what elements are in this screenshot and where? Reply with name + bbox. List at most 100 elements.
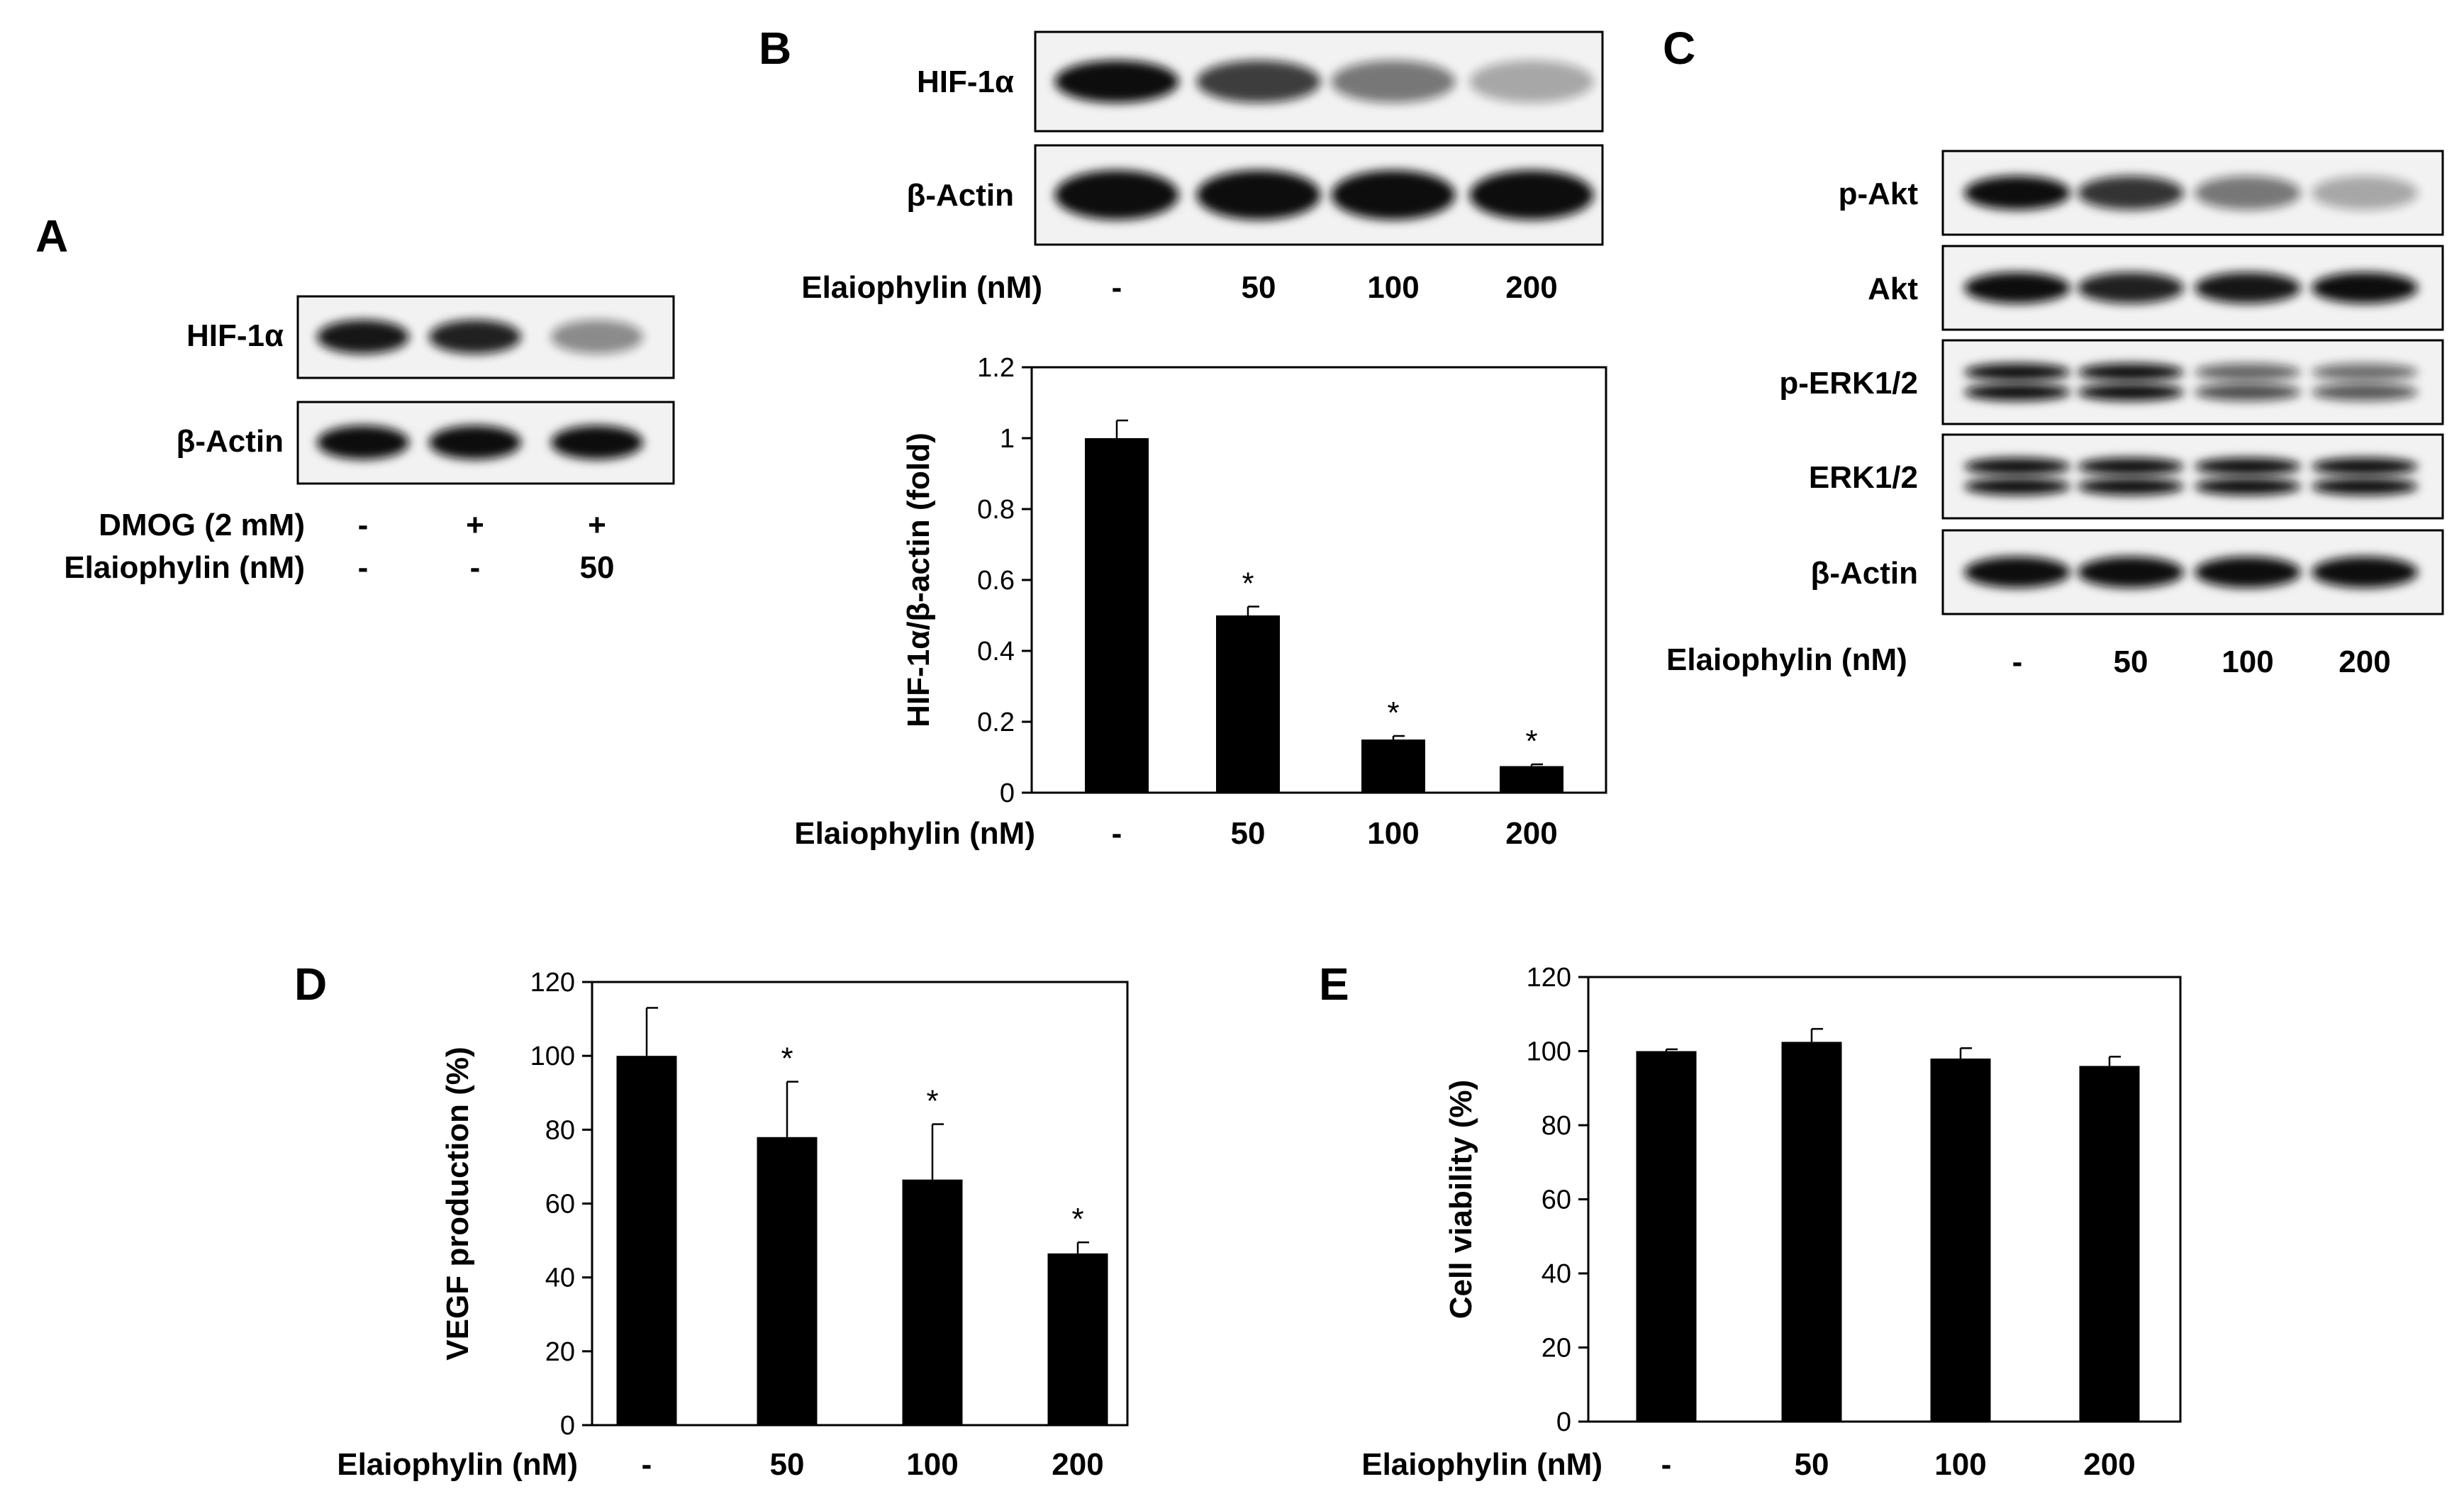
blot-band: [2078, 363, 2184, 381]
treatment-a-elaio-lane-2: -: [470, 550, 481, 585]
blot-c-actin-bands: [1964, 557, 2418, 588]
treatment-a-dmog-label: DMOG (2 mM): [99, 508, 305, 542]
blot-a-actin-label: β-Actin: [176, 424, 284, 459]
x-axis-label: Elaiophylin (nM): [337, 1447, 578, 1482]
blot-a-hif-bands: [317, 320, 643, 354]
blot-band: [551, 320, 643, 354]
y-tick-label: 40: [545, 1263, 575, 1293]
blot-a-hif-label: HIF-1α: [186, 318, 284, 353]
significance-marker: *: [1525, 724, 1537, 759]
chart-e-cell-viability: 0 20 40 60 80 100 120 - 50 100 200 Elaiophylin (nM)…: [1361, 963, 2182, 1482]
bar: [1216, 615, 1280, 793]
panel-letter-b: B: [759, 23, 791, 74]
y-tick-label: 0.8: [977, 495, 1015, 525]
y-axis-label: Cell viability (%): [1444, 1080, 1478, 1319]
x-category-label: 200: [1052, 1447, 1103, 1482]
treatment-a-dmog-lane-3: +: [588, 508, 606, 542]
blot-c-erk-frame: [1941, 433, 2444, 520]
treatment-a-elaio-lane-3: 50: [580, 550, 615, 585]
blot-band: [2195, 383, 2301, 401]
blot-band: [2078, 457, 2184, 476]
y-tick-label: 0.6: [977, 566, 1015, 596]
blot-b-treatment-label: Elaiophylin (nM): [801, 270, 1042, 305]
x-category-label: -: [1661, 1447, 1672, 1482]
blot-band: [551, 425, 643, 459]
y-axis-label: VEGF production (%): [440, 1047, 475, 1360]
blot-band: [2195, 363, 2301, 381]
blot-band: [1964, 363, 2070, 381]
blot-band: [1196, 170, 1321, 220]
blot-band: [429, 320, 521, 354]
blot-b-hif-bands: [1054, 60, 1594, 103]
blot-c-lane-2: 50: [2114, 645, 2148, 679]
y-tick-label: 40: [1542, 1259, 1571, 1289]
blot-band: [1054, 60, 1179, 103]
blot-band: [2195, 176, 2301, 210]
blot-c-akt-label: Akt: [1868, 272, 1918, 306]
x-category-label: 200: [1505, 816, 1557, 851]
treatment-a-dmog-lane-1: -: [358, 508, 369, 542]
bar: [1085, 438, 1149, 793]
y-tick-label: 120: [1527, 963, 1571, 993]
x-category-label: 50: [770, 1447, 805, 1482]
blot-c-perk-label: p-ERK1/2: [1779, 366, 1918, 401]
panel-b-blot: HIF-1α β-Actin Elaiophylin (nM) - 50 100…: [801, 30, 1604, 305]
panel-a-blot: HIF-1α β-Actin DMOG (2 mM) - + + Elaioph…: [64, 295, 675, 585]
chart-b-hif-quantification: 0 0.2 0.4 0.6 0.8 1 1.2 - * 50 * 100 * 200 Elaiophylin…: [794, 353, 1607, 851]
blot-band: [2312, 557, 2418, 588]
blot-band: [1964, 557, 2070, 588]
blot-c-pakt-label: p-Akt: [1839, 177, 1919, 211]
blot-band: [1331, 60, 1456, 103]
x-category-label: -: [1112, 816, 1122, 851]
panel-letter-e: E: [1319, 959, 1349, 1010]
blot-c-lane-3: 100: [2221, 645, 2273, 679]
panel-letter-c: C: [1663, 23, 1695, 74]
blot-c-perk-bands: [1964, 363, 2418, 401]
blot-band: [2312, 477, 2418, 496]
chart-d-vegf-production: 0 20 40 60 80 100 120 - * 50 * 100 * 200 Elaiophylin (…: [337, 968, 1129, 1482]
significance-marker: *: [1071, 1202, 1083, 1237]
blot-b-actin-bands: [1054, 170, 1594, 220]
significance-marker: *: [781, 1042, 793, 1076]
blot-band: [2312, 176, 2418, 210]
y-tick-label: 0: [1000, 779, 1015, 808]
blot-band: [1469, 170, 1594, 220]
blot-band: [429, 425, 521, 459]
blot-band: [2078, 477, 2184, 496]
y-tick-label: 120: [530, 968, 575, 998]
y-tick-label: 100: [530, 1042, 575, 1071]
x-axis-label: Elaiophylin (nM): [794, 816, 1035, 851]
blot-band: [2078, 557, 2184, 588]
y-tick-label: 20: [1542, 1334, 1571, 1363]
y-axis-label: HIF-1α/β-actin (fold): [901, 433, 936, 727]
x-category-label: 50: [1231, 816, 1266, 851]
blot-band: [2312, 383, 2418, 401]
blot-band: [1964, 176, 2070, 210]
bar: [1930, 1058, 1991, 1422]
y-tick-label: 80: [1542, 1111, 1571, 1141]
blot-band: [2312, 363, 2418, 381]
blot-band: [1964, 272, 2070, 303]
blot-b-lane-1: -: [1112, 270, 1122, 305]
blot-band: [1964, 477, 2070, 496]
blot-c-erk-bands: [1964, 457, 2418, 496]
blot-b-hif-label: HIF-1α: [917, 65, 1014, 99]
blot-band: [1469, 60, 1594, 103]
y-tick-label: 60: [545, 1190, 575, 1220]
blot-c-akt-bands: [1964, 272, 2418, 303]
blot-band: [317, 425, 409, 459]
y-tick-label: 100: [1527, 1037, 1571, 1067]
blot-band: [2195, 272, 2301, 303]
panel-c-blot: p-Akt Akt p-ERK1/2 ERK1/2 β-Actin Elaiop…: [1666, 150, 2444, 679]
bar: [1781, 1042, 1842, 1422]
blot-band: [2078, 272, 2184, 303]
bar: [902, 1179, 963, 1425]
x-category-label: 50: [1795, 1447, 1829, 1482]
blot-band: [317, 320, 409, 354]
blot-c-actin-label: β-Actin: [1810, 556, 1918, 591]
blot-band: [2312, 457, 2418, 476]
y-tick-label: 60: [1542, 1185, 1571, 1215]
x-category-label: 200: [2083, 1447, 2135, 1482]
x-category-label: -: [642, 1447, 652, 1482]
